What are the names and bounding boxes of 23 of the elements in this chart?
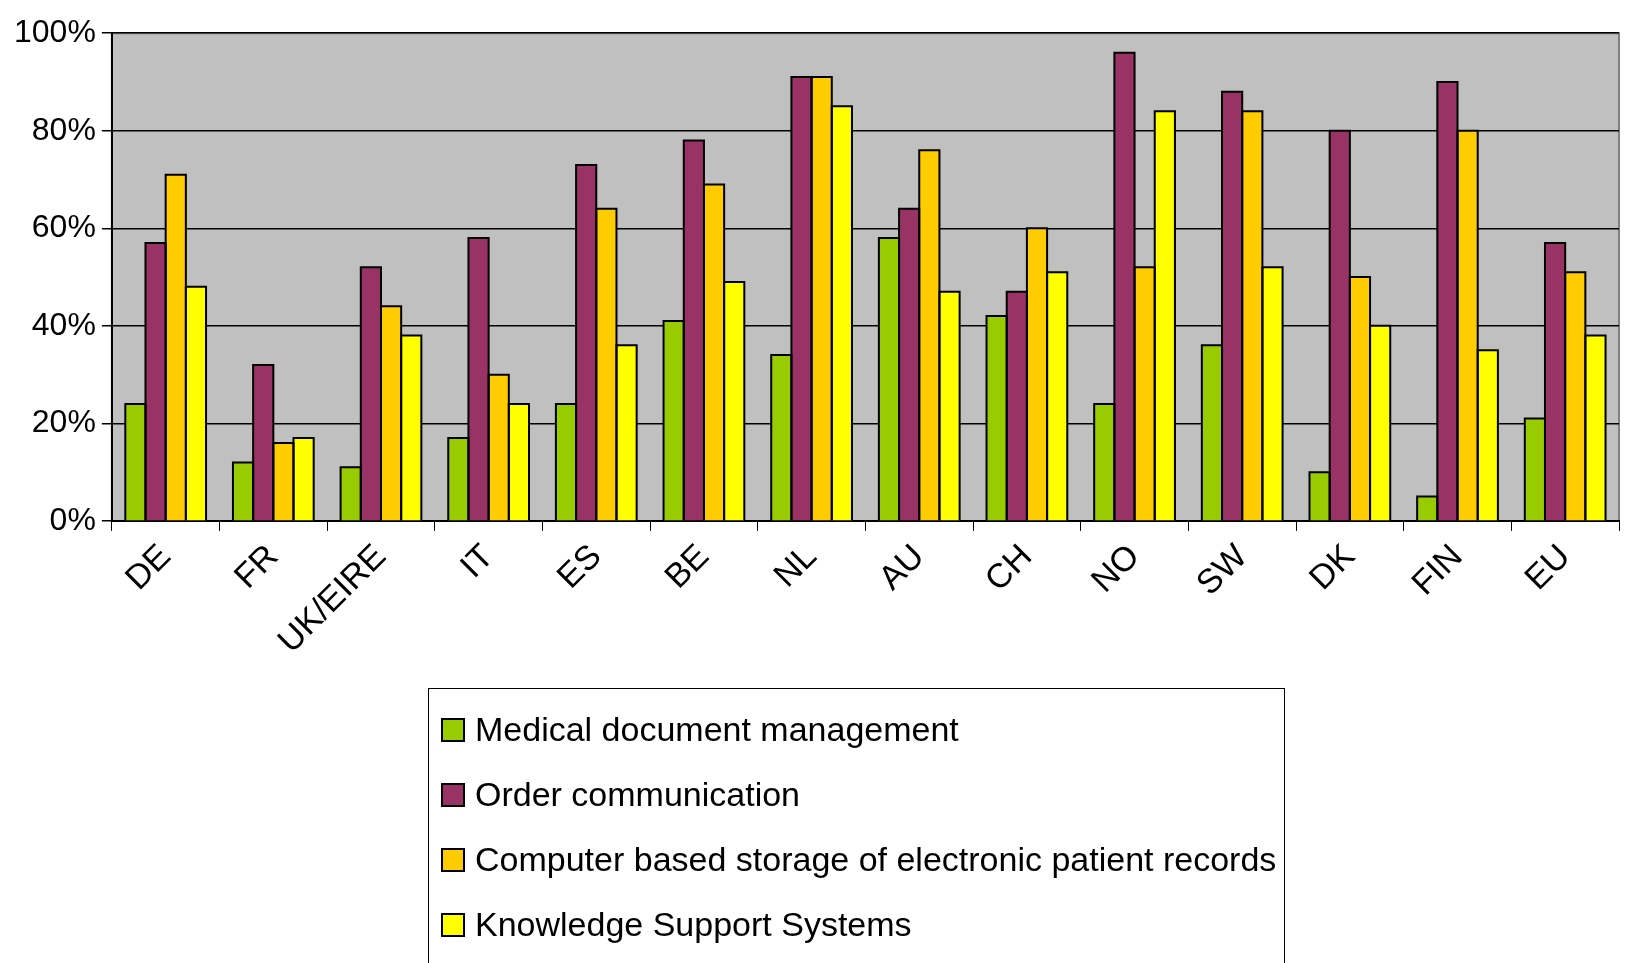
y-tick-label: 20% (31, 403, 96, 440)
x-tick-label: NO (1083, 536, 1147, 600)
y-tick-label: 0% (49, 500, 96, 537)
legend-label: Order communication (475, 775, 801, 814)
x-tick-label: FIN (1403, 536, 1470, 602)
y-tick-label: 80% (31, 110, 96, 147)
x-tick-label: FR (225, 536, 285, 596)
x-tick-label: NL (765, 536, 824, 594)
x-tick-label: ES (548, 536, 608, 596)
x-tick-label: EU (1516, 536, 1577, 597)
x-tick-label: DK (1301, 535, 1362, 597)
y-tick-label: 40% (31, 305, 96, 342)
legend-label: Medical document management (475, 710, 959, 749)
x-tick-label: BE (656, 536, 716, 596)
x-tick-label: SW (1188, 536, 1254, 602)
y-tick-label: 60% (31, 208, 96, 245)
x-tick-label: AU (870, 536, 931, 597)
x-tick-label: DE (116, 536, 178, 597)
legend-label: Computer based storage of electronic patient records (475, 840, 1277, 879)
y-tick-label: 100% (14, 13, 96, 50)
legend-label: Knowledge Support Systems (475, 905, 912, 944)
x-tick-label: IT (451, 536, 501, 585)
x-tick-label: CH (976, 536, 1039, 598)
